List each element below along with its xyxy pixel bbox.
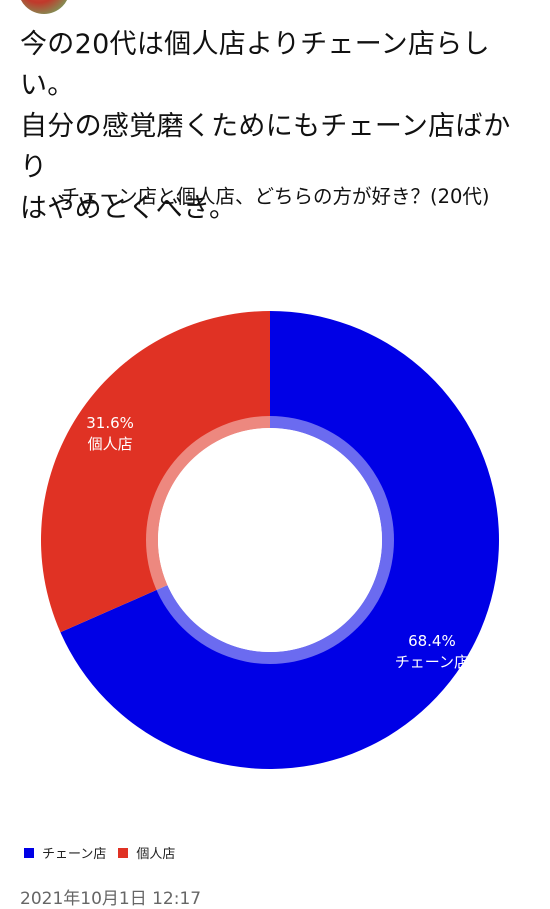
slice-category-label-individual: 個人店 <box>88 435 133 453</box>
donut-hole <box>158 428 382 652</box>
donut-slices <box>41 311 500 769</box>
slice-labels: 68.4% チェーン店 31.6% 個人店 <box>86 414 469 671</box>
legend-item-individual: 個人店 <box>118 843 175 862</box>
avatar[interactable] <box>18 0 70 14</box>
tweet-text: 今の20代は個人店よりチェーン店らしい。 自分の感覚磨くためにもチェーン店ばかり… <box>20 29 511 224</box>
legend-label-individual: 個人店 <box>136 847 176 862</box>
tweet-timestamp: 2021年10月1日 12:17 <box>20 889 202 909</box>
slice-value-label-individual: 31.6% <box>86 414 134 432</box>
slice-value-label-chain: 68.4% <box>408 632 456 650</box>
legend-swatch-individual <box>118 847 129 858</box>
legend-label-chain: チェーン店 <box>42 847 107 862</box>
donut-chart: 68.4% チェーン店 31.6% 個人店 <box>41 311 500 769</box>
chart-title: チェーン店と個人店、どちらの方が好き？(20代) <box>60 185 490 208</box>
legend-item-chain: チェーン店 <box>24 843 106 862</box>
legend-swatch-chain <box>24 847 34 858</box>
slice-category-label-chain: チェーン店 <box>395 653 469 671</box>
slice-individual <box>41 311 271 633</box>
slice-chain <box>60 311 500 769</box>
chart-legend: チェーン店 個人店 <box>24 843 187 862</box>
